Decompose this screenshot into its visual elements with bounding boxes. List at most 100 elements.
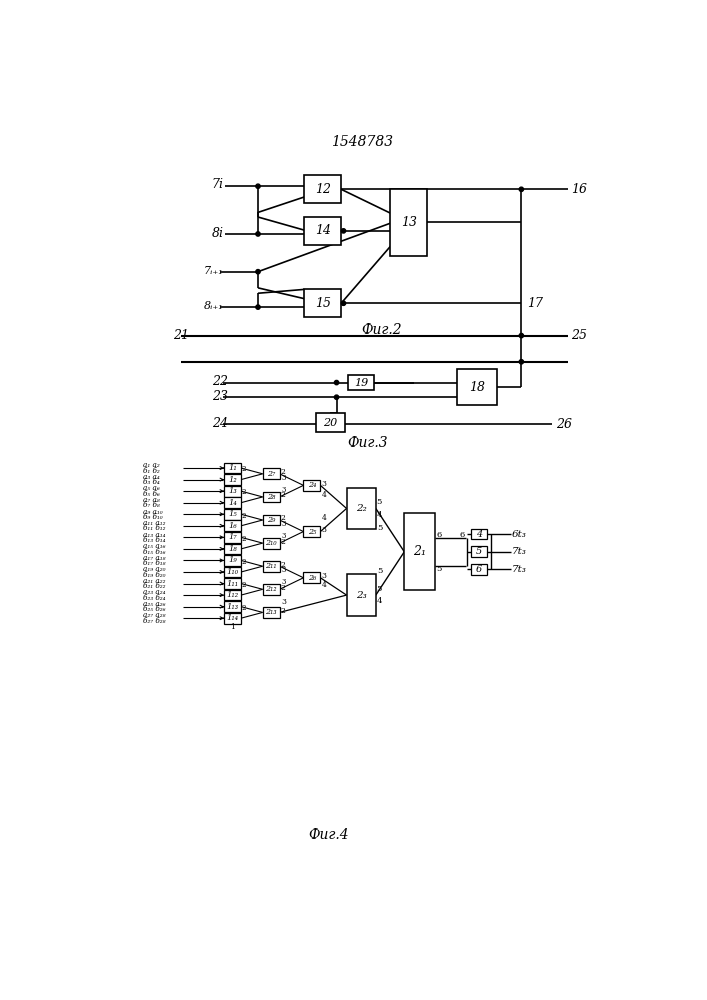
Text: 1₈: 1₈ bbox=[228, 545, 237, 553]
Text: 7i: 7i bbox=[212, 178, 224, 191]
Text: 3: 3 bbox=[321, 526, 326, 534]
Text: 6: 6 bbox=[476, 565, 482, 574]
Text: 1₄: 1₄ bbox=[228, 499, 237, 507]
Text: 7t₃: 7t₃ bbox=[512, 547, 527, 556]
Text: 4: 4 bbox=[377, 511, 382, 519]
Circle shape bbox=[334, 380, 339, 385]
Text: 1₉: 1₉ bbox=[228, 556, 237, 564]
Text: 22: 22 bbox=[212, 375, 228, 388]
Circle shape bbox=[519, 187, 523, 191]
Text: 8ᵢ₊₁: 8ᵢ₊₁ bbox=[204, 301, 224, 311]
Text: 2: 2 bbox=[242, 604, 246, 612]
FancyBboxPatch shape bbox=[224, 578, 241, 589]
Text: 1₅: 1₅ bbox=[228, 510, 237, 518]
Text: б₁₁ б₁₂: б₁₁ б₁₂ bbox=[143, 524, 165, 532]
Text: a₂₃ a₂₄: a₂₃ a₂₄ bbox=[143, 588, 165, 596]
Text: 2₁₀: 2₁₀ bbox=[265, 539, 277, 547]
FancyBboxPatch shape bbox=[262, 515, 279, 525]
FancyBboxPatch shape bbox=[224, 463, 241, 473]
FancyBboxPatch shape bbox=[262, 468, 279, 479]
Text: 18: 18 bbox=[469, 381, 485, 394]
Text: 1₁₄: 1₁₄ bbox=[226, 614, 239, 622]
Text: б₁₃ б₁₄: б₁₃ б₁₄ bbox=[143, 536, 165, 544]
Text: a₁₅ a₁₆: a₁₅ a₁₆ bbox=[143, 542, 165, 550]
Text: 8i: 8i bbox=[212, 227, 224, 240]
Text: 19: 19 bbox=[354, 378, 368, 388]
Text: б₁₉ б₂₀: б₁₉ б₂₀ bbox=[143, 571, 165, 579]
Text: б₃ б₄: б₃ б₄ bbox=[143, 478, 159, 486]
Text: 2: 2 bbox=[281, 491, 285, 499]
Text: 20: 20 bbox=[323, 418, 337, 428]
Text: 3: 3 bbox=[281, 486, 286, 494]
FancyBboxPatch shape bbox=[224, 509, 241, 520]
Text: 1₁₀: 1₁₀ bbox=[226, 568, 239, 576]
FancyBboxPatch shape bbox=[316, 413, 345, 432]
Text: 3: 3 bbox=[321, 572, 326, 580]
Text: a₂₁ a₂₂: a₂₁ a₂₂ bbox=[143, 577, 165, 585]
Text: 1₁: 1₁ bbox=[228, 464, 237, 472]
Text: 1: 1 bbox=[230, 623, 235, 631]
Text: 5: 5 bbox=[377, 585, 382, 593]
Circle shape bbox=[519, 360, 523, 364]
Text: 2₆: 2₆ bbox=[308, 574, 316, 582]
Text: Фиг.3: Фиг.3 bbox=[347, 436, 387, 450]
Text: 5: 5 bbox=[476, 547, 482, 556]
Text: 1₃: 1₃ bbox=[228, 487, 237, 495]
FancyBboxPatch shape bbox=[224, 532, 241, 543]
Text: 3: 3 bbox=[281, 474, 286, 482]
Text: б₂₅ б₂₆: б₂₅ б₂₆ bbox=[143, 605, 165, 613]
Text: 2: 2 bbox=[281, 538, 285, 546]
Text: 2: 2 bbox=[281, 514, 285, 522]
Text: 2₁₃: 2₁₃ bbox=[265, 608, 277, 616]
Text: б₅ б₆: б₅ б₆ bbox=[143, 490, 159, 498]
FancyBboxPatch shape bbox=[348, 375, 374, 390]
Text: 5: 5 bbox=[378, 567, 382, 575]
Text: 21: 21 bbox=[173, 329, 189, 342]
FancyBboxPatch shape bbox=[390, 189, 428, 256]
Text: 1₇: 1₇ bbox=[228, 533, 237, 541]
Text: 2₉: 2₉ bbox=[267, 516, 275, 524]
FancyBboxPatch shape bbox=[404, 513, 435, 590]
Text: 7t₃: 7t₃ bbox=[512, 565, 527, 574]
Text: 2₂: 2₂ bbox=[356, 504, 366, 513]
FancyBboxPatch shape bbox=[224, 544, 241, 554]
Circle shape bbox=[256, 184, 260, 188]
FancyBboxPatch shape bbox=[262, 584, 279, 595]
Text: 1₁₁: 1₁₁ bbox=[226, 580, 239, 588]
FancyBboxPatch shape bbox=[224, 486, 241, 497]
Text: 2: 2 bbox=[242, 488, 246, 496]
Text: a₂₇ a₂₈: a₂₇ a₂₈ bbox=[143, 611, 165, 619]
Text: a₁₇ a₁₈: a₁₇ a₁₈ bbox=[143, 554, 165, 562]
Text: 6t₃: 6t₃ bbox=[512, 530, 527, 539]
Text: a₁ a₂: a₁ a₂ bbox=[143, 461, 159, 469]
Text: 26: 26 bbox=[556, 418, 572, 431]
Text: a₇ a₈: a₇ a₈ bbox=[143, 496, 159, 504]
Text: б₉ б₁₀: б₉ б₁₀ bbox=[143, 513, 162, 521]
Text: 4: 4 bbox=[322, 581, 327, 589]
Text: 4: 4 bbox=[476, 530, 482, 539]
Text: a₁₃ a₁₄: a₁₃ a₁₄ bbox=[143, 531, 165, 539]
Text: 2₈: 2₈ bbox=[267, 493, 275, 501]
FancyBboxPatch shape bbox=[262, 492, 279, 502]
Text: 5: 5 bbox=[437, 565, 442, 573]
FancyBboxPatch shape bbox=[224, 601, 241, 612]
Text: a₂₅ a₂₆: a₂₅ a₂₆ bbox=[143, 600, 165, 608]
Text: 1₆: 1₆ bbox=[228, 522, 237, 530]
Text: 23: 23 bbox=[212, 390, 228, 403]
Text: 7ᵢ₊₁: 7ᵢ₊₁ bbox=[204, 266, 224, 276]
Text: 3: 3 bbox=[281, 566, 286, 574]
FancyBboxPatch shape bbox=[471, 546, 487, 557]
Text: 2: 2 bbox=[242, 558, 246, 566]
Circle shape bbox=[519, 333, 523, 338]
Text: 2: 2 bbox=[281, 607, 285, 615]
Circle shape bbox=[256, 305, 260, 309]
Circle shape bbox=[256, 232, 260, 236]
FancyBboxPatch shape bbox=[262, 538, 279, 549]
Circle shape bbox=[256, 270, 260, 274]
FancyBboxPatch shape bbox=[262, 561, 279, 572]
Circle shape bbox=[341, 301, 346, 305]
Text: a₉ a₁₀: a₉ a₁₀ bbox=[143, 508, 162, 516]
Text: 2: 2 bbox=[281, 561, 285, 569]
FancyBboxPatch shape bbox=[224, 497, 241, 508]
Text: 15: 15 bbox=[315, 297, 331, 310]
